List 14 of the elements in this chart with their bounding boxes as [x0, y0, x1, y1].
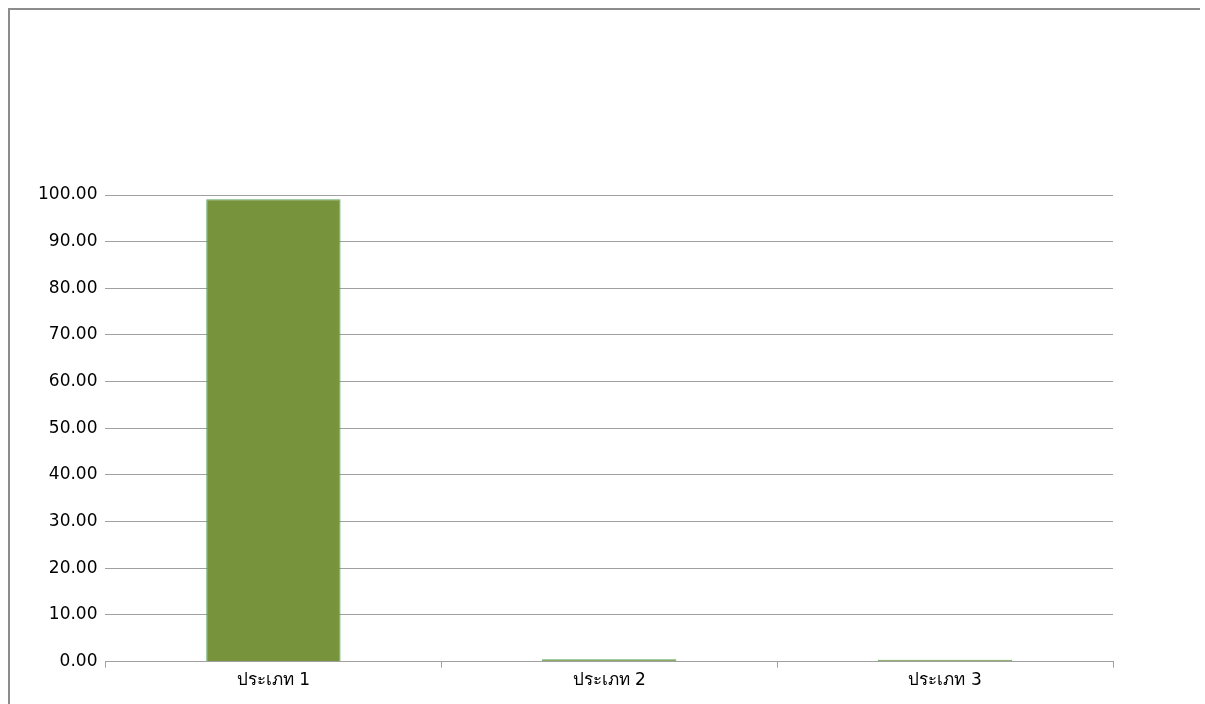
y-tick-label: 10.00 [48, 603, 98, 624]
y-tick-label: 40.00 [48, 463, 98, 484]
y-tick-label: 90.00 [48, 230, 98, 251]
y-tick-label: 0.00 [59, 650, 98, 671]
y-tick-label: 60.00 [48, 370, 98, 391]
y-tick-label: 20.00 [48, 556, 98, 577]
x-tick-label: ประเภท 2 [572, 669, 646, 690]
y-tick-label: 80.00 [48, 276, 98, 297]
x-tick-label: ประเภท 3 [908, 669, 982, 690]
y-tick-label: 100.00 [38, 183, 98, 204]
y-tick-label: 70.00 [48, 323, 98, 344]
y-tick-label: 50.00 [48, 416, 98, 437]
x-tick-label: ประเภท 1 [236, 669, 311, 690]
y-tick-label: 30.00 [48, 510, 98, 531]
